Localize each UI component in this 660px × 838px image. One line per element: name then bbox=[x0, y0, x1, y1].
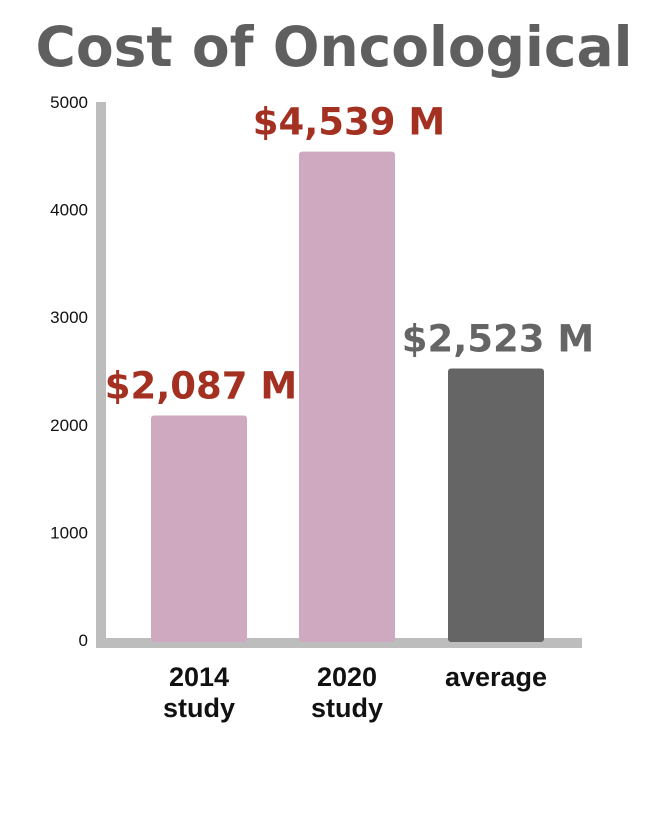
data-label: $2,523 M bbox=[402, 318, 594, 361]
x-category-label: study bbox=[163, 693, 235, 723]
y-tick-label: 4000 bbox=[50, 201, 88, 220]
y-tick-label: 1000 bbox=[50, 523, 88, 542]
data-label: $2,087 M bbox=[105, 364, 297, 407]
x-category-label: 2020 bbox=[317, 662, 377, 692]
y-tick-label: 0 bbox=[79, 631, 88, 650]
bar bbox=[299, 151, 395, 642]
y-tick-label: 5000 bbox=[50, 93, 88, 112]
y-axis-ticks: 0 1000 2000 3000 4000 5000 bbox=[50, 93, 88, 650]
x-category-label: 2014 bbox=[169, 662, 229, 692]
bar bbox=[448, 368, 544, 642]
y-tick-label: 2000 bbox=[50, 416, 88, 435]
data-label: $4,539 M bbox=[253, 101, 445, 144]
x-category-label: average bbox=[445, 662, 547, 692]
bars bbox=[151, 151, 544, 642]
y-tick-label: 3000 bbox=[50, 308, 88, 327]
bar bbox=[151, 415, 247, 642]
data-labels: $2,087 M $4,539 M $2,523 M bbox=[105, 101, 594, 408]
chart-title: Cost of Oncological bbox=[36, 15, 633, 79]
x-category-label: study bbox=[311, 693, 383, 723]
